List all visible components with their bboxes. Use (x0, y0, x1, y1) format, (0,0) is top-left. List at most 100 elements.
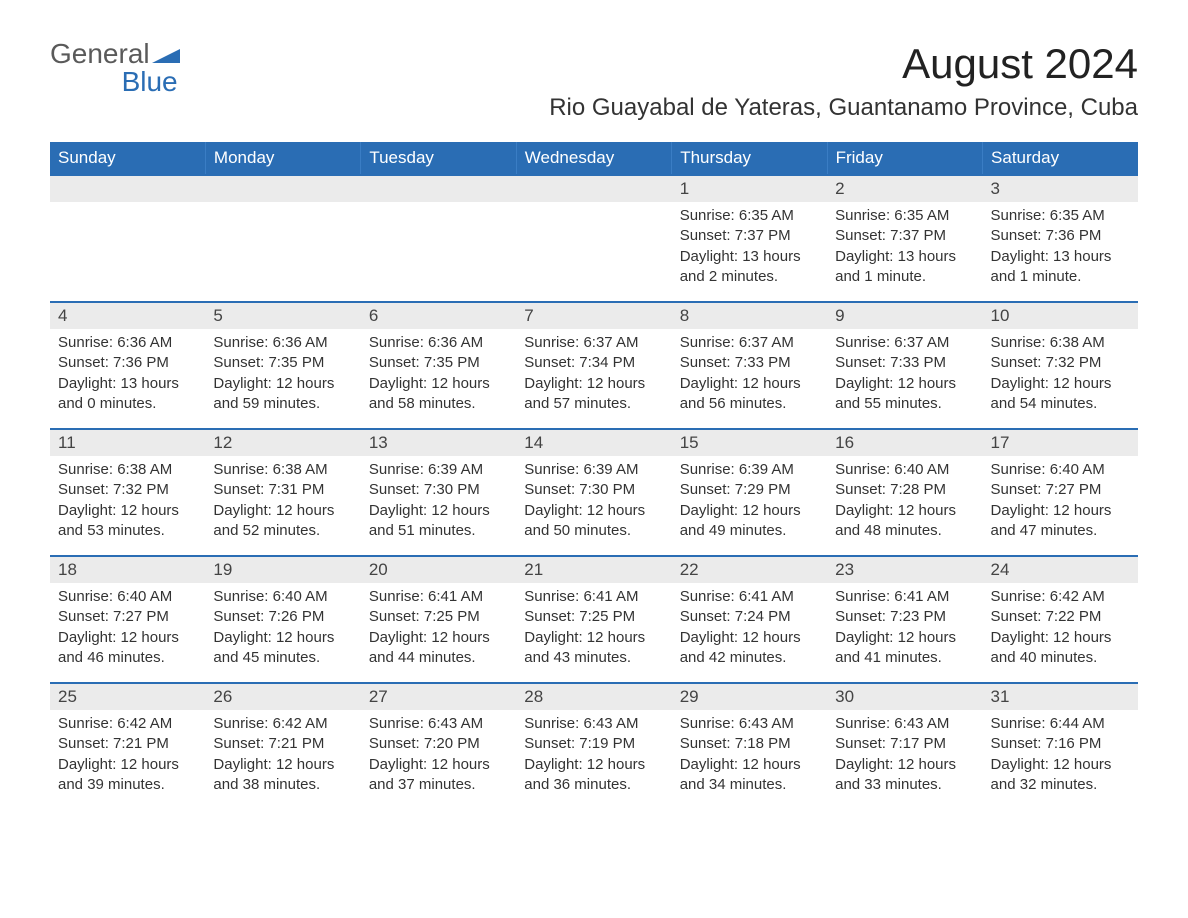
day-body-cell: Sunrise: 6:39 AMSunset: 7:29 PMDaylight:… (672, 456, 827, 556)
day-body-cell: Sunrise: 6:39 AMSunset: 7:30 PMDaylight:… (516, 456, 671, 556)
daylight-line: Daylight: 12 hours and 50 minutes. (524, 501, 663, 542)
day-number: 27 (369, 687, 388, 706)
day-body-cell: Sunrise: 6:40 AMSunset: 7:26 PMDaylight:… (205, 583, 360, 683)
day-number: 8 (680, 306, 689, 325)
sunrise-line: Sunrise: 6:38 AM (213, 460, 352, 480)
logo-triangle-icon (152, 40, 180, 68)
day-number: 9 (835, 306, 844, 325)
day-body-cell: Sunrise: 6:41 AMSunset: 7:25 PMDaylight:… (361, 583, 516, 683)
page-subtitle: Rio Guayabal de Yateras, Guantanamo Prov… (549, 94, 1138, 122)
day-number: 29 (680, 687, 699, 706)
day-number: 17 (991, 433, 1010, 452)
sunrise-line: Sunrise: 6:41 AM (835, 587, 974, 607)
sunrise-line: Sunrise: 6:41 AM (369, 587, 508, 607)
sunset-line: Sunset: 7:21 PM (58, 734, 197, 754)
sunset-line: Sunset: 7:25 PM (524, 607, 663, 627)
day-number-cell: 3 (983, 175, 1138, 202)
sunrise-line: Sunrise: 6:35 AM (991, 206, 1130, 226)
day-number-cell: 20 (361, 556, 516, 583)
sunrise-line: Sunrise: 6:42 AM (991, 587, 1130, 607)
page-title: August 2024 (549, 40, 1138, 88)
day-number: 12 (213, 433, 232, 452)
sunset-line: Sunset: 7:26 PM (213, 607, 352, 627)
daylight-line: Daylight: 12 hours and 54 minutes. (991, 374, 1130, 415)
sunset-line: Sunset: 7:16 PM (991, 734, 1130, 754)
day-body-cell: Sunrise: 6:40 AMSunset: 7:27 PMDaylight:… (983, 456, 1138, 556)
week-body-row: Sunrise: 6:42 AMSunset: 7:21 PM Daylight:… (50, 710, 1138, 809)
day-number-cell: 21 (516, 556, 671, 583)
sunrise-line: Sunrise: 6:36 AM (369, 333, 508, 353)
day-number-cell: 12 (205, 429, 360, 456)
calendar-body: 12 3 Sunrise: 6:35 AMSunset: 7:37 PMDayli… (50, 175, 1138, 809)
week-body-row: Sunrise: 6:36 AMSunset: 7:36 PMDaylight:… (50, 329, 1138, 429)
sunrise-line: Sunrise: 6:42 AM (58, 714, 197, 734)
sunset-line: Sunset: 7:29 PM (680, 480, 819, 500)
day-number-cell: 28 (516, 683, 671, 710)
sunset-line: Sunset: 7:35 PM (369, 353, 508, 373)
week-number-row: 11121314151617 (50, 429, 1138, 456)
day-body-cell: Sunrise: 6:40 AMSunset: 7:27 PMDaylight:… (50, 583, 205, 683)
day-number-cell (516, 175, 671, 202)
day-number: 22 (680, 560, 699, 579)
week-body-row: Sunrise: 6:40 AMSunset: 7:27 PMDaylight:… (50, 583, 1138, 683)
daylight-line: Daylight: 12 hours and 34 minutes. (680, 755, 819, 796)
sunset-line: Sunset: 7:31 PM (213, 480, 352, 500)
week-body-row: Sunrise: 6:38 AMSunset: 7:32 PMDaylight:… (50, 456, 1138, 556)
daylight-line: Daylight: 12 hours and 38 minutes. (213, 755, 352, 796)
daylight-line: Daylight: 12 hours and 42 minutes. (680, 628, 819, 669)
day-body-cell: Sunrise: 6:36 AMSunset: 7:35 PMDaylight:… (205, 329, 360, 429)
week-body-row: Sunrise: 6:35 AMSunset: 7:37 PMDaylight:… (50, 202, 1138, 302)
day-number: 25 (58, 687, 77, 706)
day-number: 24 (991, 560, 1010, 579)
sunrise-line: Sunrise: 6:35 AM (835, 206, 974, 226)
sunrise-line: Sunrise: 6:37 AM (835, 333, 974, 353)
day-body-cell: Sunrise: 6:37 AMSunset: 7:34 PMDaylight:… (516, 329, 671, 429)
day-number-cell: 13 (361, 429, 516, 456)
day-number: 19 (213, 560, 232, 579)
day-number-cell (50, 175, 205, 202)
sunset-line: Sunset: 7:30 PM (524, 480, 663, 500)
day-number: 5 (213, 306, 222, 325)
sunset-line: Sunset: 7:36 PM (991, 226, 1130, 246)
sunrise-line: Sunrise: 6:44 AM (991, 714, 1130, 734)
sunset-line: Sunset: 7:33 PM (680, 353, 819, 373)
weekday-header: Wednesday (516, 142, 671, 175)
day-number-cell: 9 (827, 302, 982, 329)
day-body-cell: Sunrise: 6:43 AMSunset: 7:17 PMDaylight:… (827, 710, 982, 809)
day-body-cell: Sunrise: 6:37 AMSunset: 7:33 PMDaylight:… (672, 329, 827, 429)
day-number-cell: 11 (50, 429, 205, 456)
sunrise-line: Sunrise: 6:36 AM (213, 333, 352, 353)
day-number-cell: 19 (205, 556, 360, 583)
sunrise-line: Sunrise: 6:37 AM (524, 333, 663, 353)
daylight-line: Daylight: 12 hours and 36 minutes. (524, 755, 663, 796)
day-number-cell: 5 (205, 302, 360, 329)
sunset-line: Sunset: 7:19 PM (524, 734, 663, 754)
daylight-line: Daylight: 13 hours and 1 minute. (835, 247, 974, 288)
sunset-line: Sunset: 7:27 PM (58, 607, 197, 627)
day-number-cell: 4 (50, 302, 205, 329)
day-number: 3 (991, 179, 1000, 198)
day-number-cell: 27 (361, 683, 516, 710)
day-number-cell: 23 (827, 556, 982, 583)
day-number-cell: 16 (827, 429, 982, 456)
daylight-line: Daylight: 12 hours and 43 minutes. (524, 628, 663, 669)
day-number-cell: 14 (516, 429, 671, 456)
sunset-line: Sunset: 7:32 PM (991, 353, 1130, 373)
daylight-line: Daylight: 12 hours and 58 minutes. (369, 374, 508, 415)
day-body-cell (50, 202, 205, 302)
daylight-line: Daylight: 12 hours and 37 minutes. (369, 755, 508, 796)
sunrise-line: Sunrise: 6:43 AM (524, 714, 663, 734)
day-body-cell: Sunrise: 6:43 AMSunset: 7:19 PMDaylight:… (516, 710, 671, 809)
day-number: 2 (835, 179, 844, 198)
day-number: 20 (369, 560, 388, 579)
daylight-line: Daylight: 12 hours and 33 minutes. (835, 755, 974, 796)
sunset-line: Sunset: 7:24 PM (680, 607, 819, 627)
logo-word-blue: Blue (50, 68, 180, 96)
sunrise-line: Sunrise: 6:41 AM (524, 587, 663, 607)
day-number-cell: 22 (672, 556, 827, 583)
day-number-cell: 24 (983, 556, 1138, 583)
day-number: 26 (213, 687, 232, 706)
daylight-line: Daylight: 12 hours and 55 minutes. (835, 374, 974, 415)
sunset-line: Sunset: 7:20 PM (369, 734, 508, 754)
weekday-header: Tuesday (361, 142, 516, 175)
